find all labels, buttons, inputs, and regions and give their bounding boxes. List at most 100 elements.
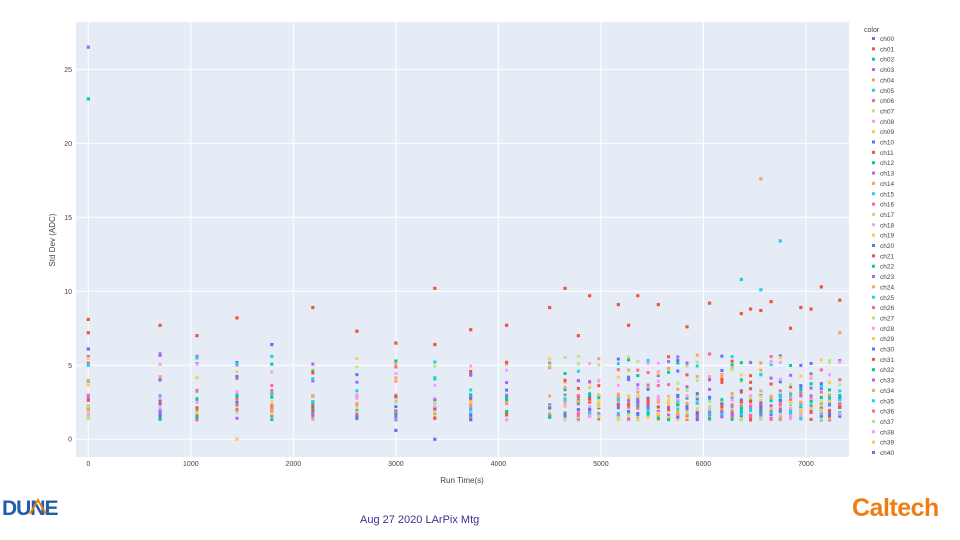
legend-marker-ch09[interactable] — [872, 130, 875, 134]
legend-marker-ch37[interactable] — [872, 419, 875, 423]
legend-marker-ch26[interactable] — [872, 306, 875, 310]
legend-marker-ch35[interactable] — [872, 399, 875, 403]
legend-label-ch07[interactable]: ch07 — [880, 108, 894, 115]
legend-label-ch27[interactable]: ch27 — [880, 315, 894, 322]
legend-label-ch04[interactable]: ch04 — [880, 77, 894, 84]
legend-label-ch21[interactable]: ch21 — [880, 253, 894, 260]
legend-marker-ch31[interactable] — [872, 357, 875, 361]
legend-marker-ch06[interactable] — [872, 99, 875, 103]
legend-marker-ch21[interactable] — [872, 254, 875, 258]
legend-label-ch33[interactable]: ch33 — [880, 378, 894, 385]
data-point — [86, 393, 90, 397]
legend-marker-ch07[interactable] — [872, 109, 875, 113]
legend-marker-ch30[interactable] — [872, 347, 875, 351]
legend-label-ch26[interactable]: ch26 — [880, 305, 894, 312]
legend-marker-ch15[interactable] — [872, 192, 875, 196]
data-point — [759, 394, 763, 398]
legend-label-ch06[interactable]: ch06 — [880, 98, 894, 105]
legend-label-ch22[interactable]: ch22 — [880, 264, 894, 271]
legend-label-ch13[interactable]: ch13 — [880, 171, 894, 178]
data-point — [685, 364, 689, 368]
legend-marker-ch05[interactable] — [872, 88, 875, 92]
legend-marker-ch13[interactable] — [872, 171, 875, 175]
legend-marker-ch03[interactable] — [872, 68, 875, 72]
data-point-ch01 — [158, 323, 162, 327]
legend-label-ch09[interactable]: ch09 — [880, 129, 894, 136]
legend-marker-ch18[interactable] — [872, 223, 875, 227]
legend-label-ch17[interactable]: ch17 — [880, 212, 894, 219]
legend-label-ch35[interactable]: ch35 — [880, 398, 894, 405]
legend-marker-ch32[interactable] — [872, 368, 875, 372]
legend-label-ch23[interactable]: ch23 — [880, 274, 894, 281]
data-point — [597, 384, 601, 388]
data-point — [627, 413, 631, 417]
legend-marker-ch25[interactable] — [872, 295, 875, 299]
data-point — [505, 410, 509, 414]
legend-label-ch16[interactable]: ch16 — [880, 202, 894, 209]
legend-label-ch11[interactable]: ch11 — [880, 150, 894, 157]
legend-marker-ch14[interactable] — [872, 181, 875, 185]
data-point — [695, 411, 699, 415]
legend-label-ch30[interactable]: ch30 — [880, 347, 894, 354]
legend-label-ch19[interactable]: ch19 — [880, 233, 894, 240]
legend-marker-ch04[interactable] — [872, 78, 875, 82]
legend-label-ch34[interactable]: ch34 — [880, 388, 894, 395]
legend-label-ch01[interactable]: ch01 — [880, 46, 894, 53]
legend-label-ch18[interactable]: ch18 — [880, 222, 894, 229]
legend-marker-ch27[interactable] — [872, 316, 875, 320]
legend-marker-ch29[interactable] — [872, 337, 875, 341]
legend-marker-ch17[interactable] — [872, 212, 875, 216]
legend-label-ch24[interactable]: ch24 — [880, 284, 894, 291]
legend-label-ch00[interactable]: ch00 — [880, 36, 894, 43]
legend-marker-ch10[interactable] — [872, 140, 875, 144]
data-point — [685, 361, 689, 365]
legend-marker-ch01[interactable] — [872, 47, 875, 51]
data-point — [708, 387, 712, 391]
legend-label-ch14[interactable]: ch14 — [880, 181, 894, 188]
legend-label-ch36[interactable]: ch36 — [880, 409, 894, 416]
legend-label-ch37[interactable]: ch37 — [880, 419, 894, 426]
legend-marker-ch24[interactable] — [872, 285, 875, 289]
legend-label-ch40[interactable]: ch40 — [880, 450, 894, 457]
data-point — [778, 360, 782, 364]
legend-label-ch38[interactable]: ch38 — [880, 429, 894, 436]
legend-marker-ch36[interactable] — [872, 409, 875, 413]
legend-marker-ch00[interactable] — [872, 37, 875, 40]
legend-label-ch31[interactable]: ch31 — [880, 357, 894, 364]
legend-label-ch02[interactable]: ch02 — [880, 57, 894, 64]
legend-label-ch25[interactable]: ch25 — [880, 295, 894, 302]
data-point — [636, 394, 640, 398]
legend-label-ch05[interactable]: ch05 — [880, 88, 894, 95]
legend-marker-ch38[interactable] — [872, 430, 875, 434]
legend-marker-ch11[interactable] — [872, 150, 875, 154]
legend-marker-ch28[interactable] — [872, 326, 875, 330]
data-point — [809, 397, 813, 401]
legend-label-ch15[interactable]: ch15 — [880, 191, 894, 198]
legend-label-ch29[interactable]: ch29 — [880, 336, 894, 343]
legend-label-ch32[interactable]: ch32 — [880, 367, 894, 374]
data-point — [588, 380, 592, 384]
legend-label-ch12[interactable]: ch12 — [880, 160, 894, 167]
legend-marker-ch22[interactable] — [872, 264, 875, 268]
legend-marker-ch02[interactable] — [872, 57, 875, 61]
legend-label-ch39[interactable]: ch39 — [880, 440, 894, 447]
legend-marker-ch20[interactable] — [872, 244, 875, 247]
legend-label-ch20[interactable]: ch20 — [880, 243, 894, 250]
legend-marker-ch40[interactable] — [872, 451, 875, 454]
legend-marker-ch16[interactable] — [872, 202, 875, 206]
legend-label-ch28[interactable]: ch28 — [880, 326, 894, 333]
data-point — [636, 413, 640, 417]
legend-marker-ch19[interactable] — [872, 233, 875, 237]
legend-label-ch03[interactable]: ch03 — [880, 67, 894, 74]
legend-label-ch10[interactable]: ch10 — [880, 140, 894, 147]
data-point — [616, 398, 620, 402]
data-point-ch01 — [759, 308, 763, 313]
legend-marker-ch08[interactable] — [872, 119, 875, 123]
legend-marker-ch12[interactable] — [872, 161, 875, 165]
legend-marker-ch23[interactable] — [872, 275, 875, 279]
legend-marker-ch39[interactable] — [872, 440, 875, 444]
legend-marker-ch34[interactable] — [872, 388, 875, 392]
legend-label-ch08[interactable]: ch08 — [880, 119, 894, 126]
data-point — [235, 408, 239, 412]
legend-marker-ch33[interactable] — [872, 378, 875, 382]
